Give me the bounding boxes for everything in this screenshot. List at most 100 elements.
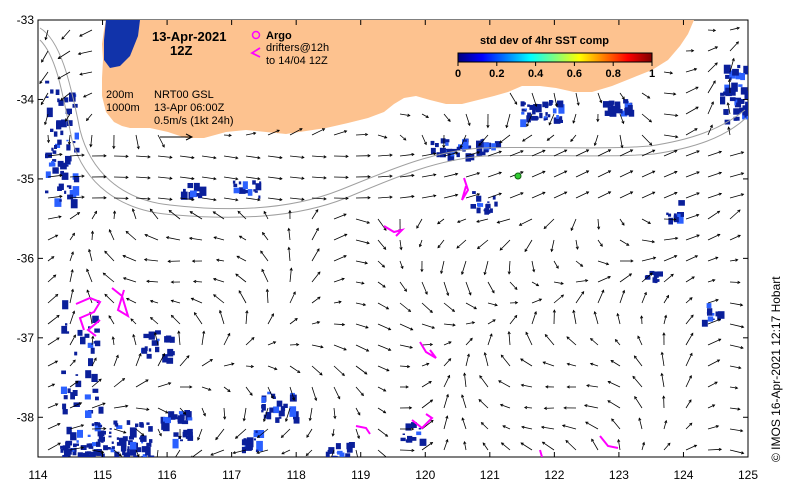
current-vector	[465, 193, 481, 199]
sst-pixel	[90, 347, 95, 354]
current-vector	[616, 312, 621, 325]
current-vector	[47, 152, 63, 157]
current-vector	[69, 232, 75, 241]
current-vector	[46, 134, 51, 144]
sst-pixel	[608, 102, 614, 107]
current-vector	[463, 440, 467, 451]
sst-pixel	[46, 96, 49, 98]
sst-pixel	[657, 271, 663, 277]
sst-pixel	[666, 212, 669, 216]
sst-pixel	[494, 141, 502, 148]
sst-pixel	[462, 139, 468, 147]
sst-pixel	[247, 189, 253, 196]
current-vector	[500, 442, 511, 451]
current-vector	[245, 309, 249, 325]
current-vector	[223, 176, 239, 181]
current-vector	[707, 171, 723, 178]
current-vector	[108, 229, 115, 241]
current-vector	[287, 227, 291, 241]
sst-pixel	[54, 145, 57, 149]
current-vector	[377, 134, 388, 139]
sst-pixel	[280, 406, 286, 412]
current-vector	[465, 353, 470, 367]
current-vector	[566, 362, 577, 367]
current-vector	[487, 171, 502, 178]
sst-pixel	[232, 180, 236, 184]
sst-pixel	[66, 139, 69, 142]
current-vector	[553, 170, 568, 178]
sst-pixel	[531, 115, 538, 121]
sst-pixel	[178, 411, 183, 415]
current-vector	[355, 132, 369, 137]
current-vector	[663, 419, 668, 430]
sst-pixel	[405, 439, 409, 443]
current-vector	[593, 134, 599, 147]
current-vector	[399, 302, 412, 313]
current-vector	[729, 193, 745, 199]
current-vector	[707, 233, 721, 241]
current-vector	[157, 134, 165, 148]
current-vector	[237, 210, 247, 220]
current-vector	[685, 276, 695, 283]
current-vector	[543, 406, 555, 410]
current-vector	[135, 352, 142, 367]
sst-pixel	[628, 103, 632, 107]
current-vector	[729, 172, 745, 178]
drifter-track	[539, 449, 543, 457]
current-vector	[57, 71, 71, 80]
sst-pixel	[439, 147, 446, 158]
sst-pixel	[248, 443, 253, 451]
sst-pixel	[238, 181, 242, 185]
sst-pixel	[676, 215, 684, 224]
sst-pixel	[64, 190, 67, 194]
current-vector	[201, 386, 212, 391]
current-vector	[91, 402, 106, 409]
sst-pixel	[110, 447, 115, 453]
current-vector	[611, 418, 621, 430]
current-vector	[597, 276, 611, 283]
y-tick-label: -34	[17, 92, 35, 106]
sst-pixel	[652, 277, 658, 283]
current-vector	[238, 235, 247, 241]
current-vector	[597, 239, 603, 247]
sst-pixel	[729, 77, 732, 81]
current-vector	[175, 449, 181, 457]
sst-pixel	[129, 427, 137, 438]
current-vector	[377, 302, 390, 310]
sst-pixel	[440, 138, 446, 144]
current-vector	[575, 191, 590, 199]
current-vector	[215, 428, 225, 441]
sst-pixel	[65, 108, 72, 114]
sst-pixel	[418, 427, 422, 430]
current-vector	[421, 323, 436, 329]
current-vector	[135, 176, 151, 180]
sst-pixel	[550, 100, 554, 103]
sst-pixel	[63, 454, 69, 457]
sst-pixel	[419, 438, 427, 446]
current-vector	[729, 26, 741, 31]
sst-pixel	[58, 99, 64, 106]
current-vector	[509, 150, 524, 157]
sst-pixel	[171, 414, 178, 420]
sst-pixel	[520, 119, 527, 128]
current-vector	[223, 155, 239, 160]
current-vector	[212, 277, 225, 283]
sst-pixel	[70, 392, 75, 400]
current-vector	[566, 385, 576, 389]
drifter-track	[355, 425, 371, 435]
current-vector	[47, 403, 59, 409]
current-vector	[311, 386, 318, 402]
sst-pixel	[91, 373, 98, 382]
sst-pixel	[707, 308, 713, 316]
sst-pixel	[62, 403, 67, 410]
current-vector	[487, 302, 498, 307]
current-vector	[399, 239, 403, 251]
current-vector	[223, 197, 239, 202]
current-vector	[685, 399, 692, 409]
current-vector	[617, 438, 621, 451]
sst-pixel	[111, 441, 114, 444]
current-vector	[355, 196, 371, 200]
sst-pixel	[278, 410, 285, 417]
current-vector	[91, 427, 107, 431]
current-vector	[213, 236, 225, 241]
